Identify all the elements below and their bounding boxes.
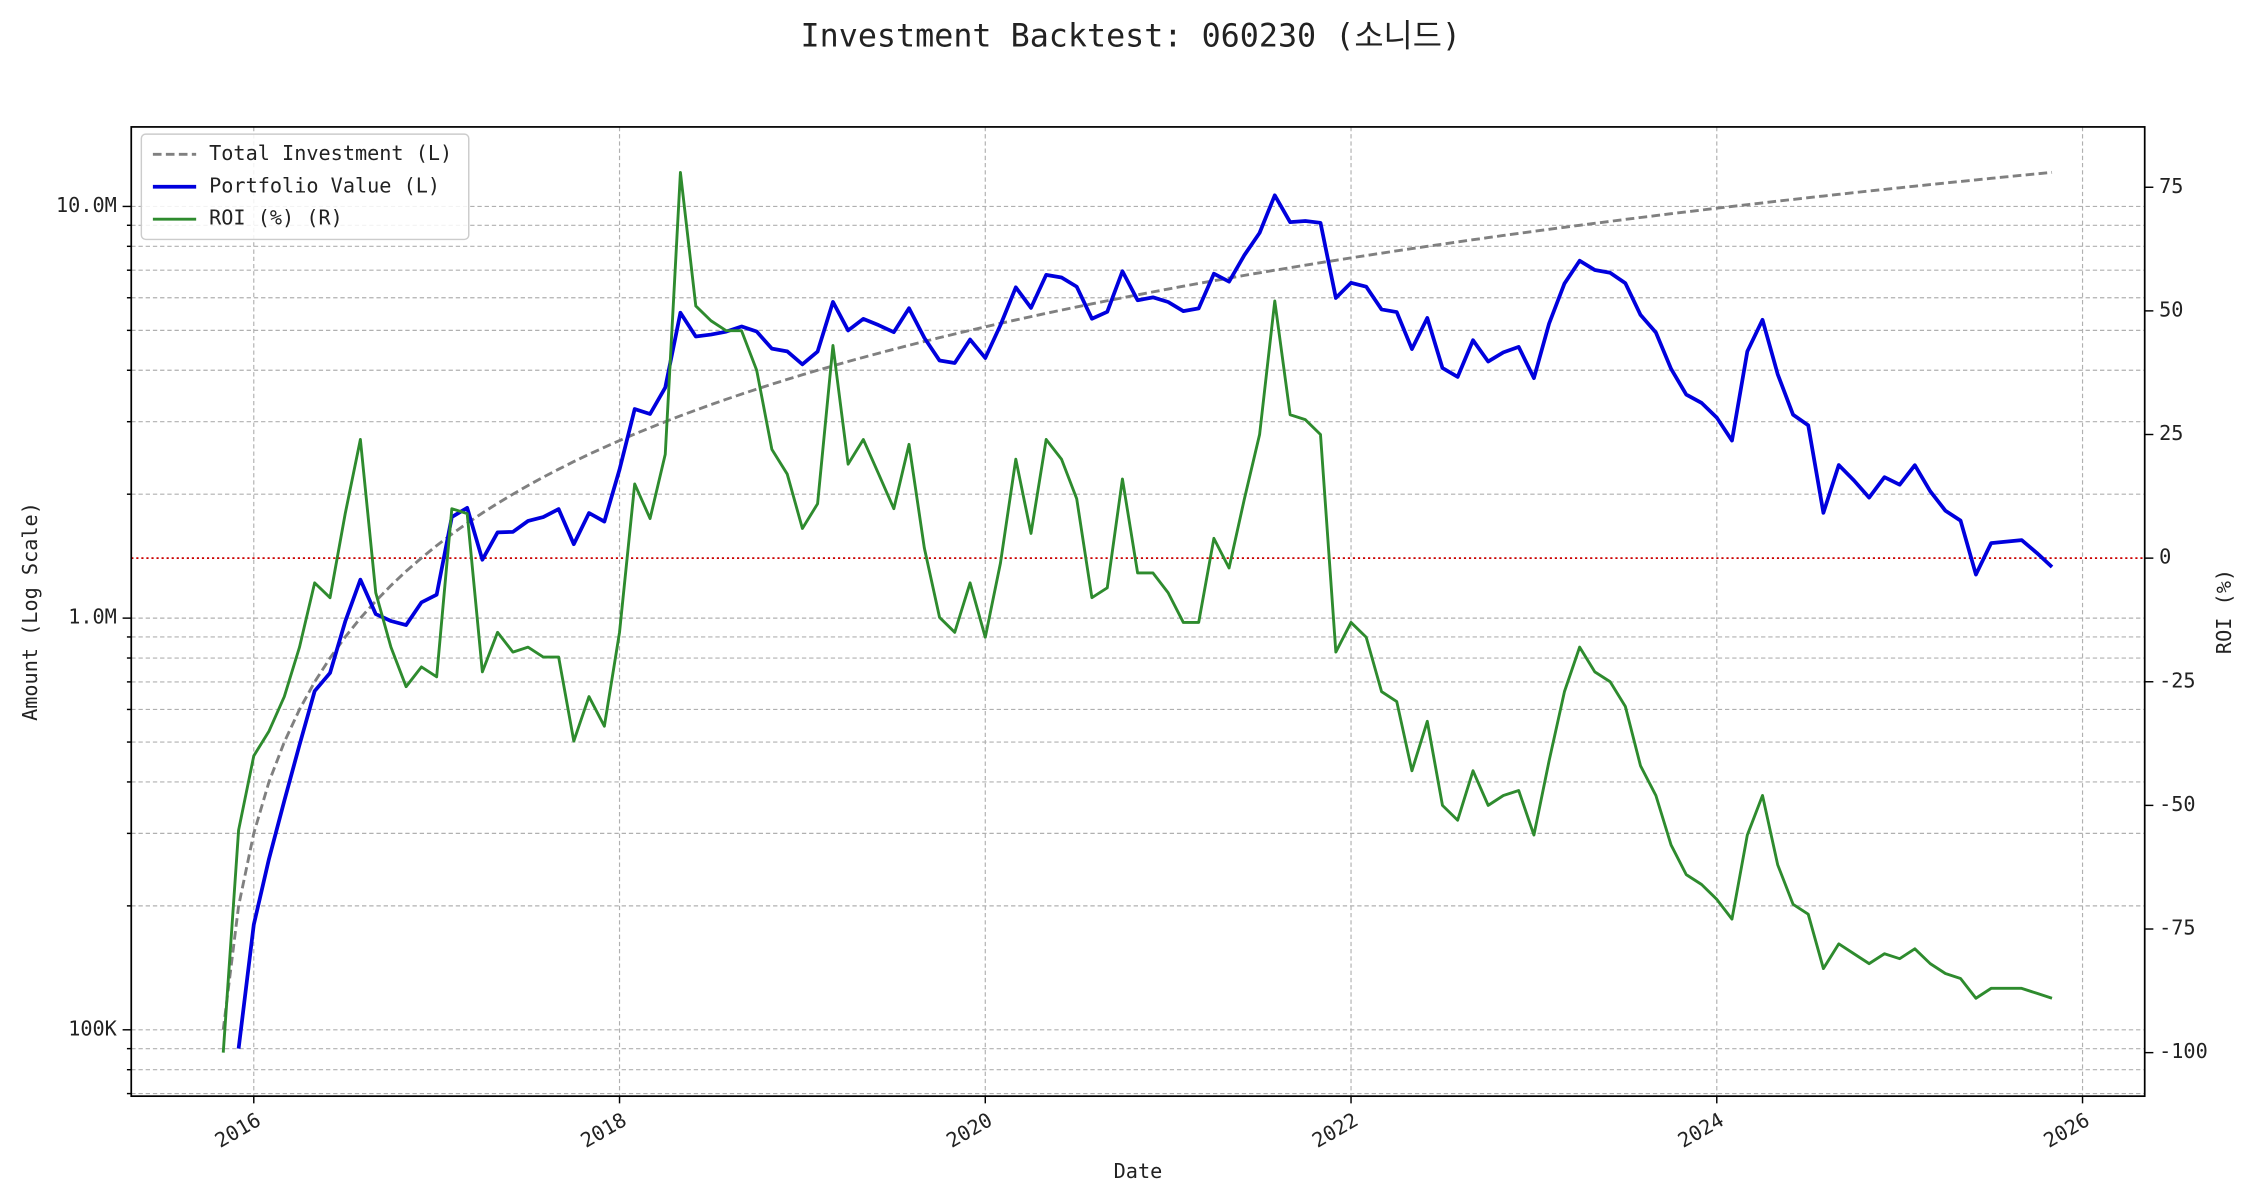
y-axis-label: Amount (Log Scale) [18,502,42,721]
legend: Total Investment (L) Portfolio Value (L) R… [140,133,470,241]
y2-axis-label: ROI (%) [2212,569,2236,654]
series-line [236,193,2054,1049]
legend-box [140,133,470,241]
y-tick-label: 10.0M [56,193,117,217]
y2-tick-label: -50 [2159,792,2195,816]
y2-tick-label: 25 [2159,421,2183,445]
y2-tick-label: -100 [2159,1039,2208,1063]
legend-label: Total Investment (L) [209,141,452,165]
series-line [221,170,2053,1053]
grid [131,126,2145,1097]
legend-label: Portfolio Value (L) [209,173,440,197]
chart-title: Investment Backtest: 060230 (소니드) [801,19,1461,55]
x-axis-label: Date [1114,1159,1163,1183]
y2-tick-label: 50 [2159,297,2183,321]
y-tick-label: 100K [68,1016,117,1040]
y2-tick-label: 75 [2159,174,2183,198]
plot-area [131,170,2145,1053]
y-tick-label: 1.0M [68,605,117,629]
series-line [221,170,2053,1030]
axes: 2016 2018 2020 2022 2024 2026100K1.0M10.0M-10… [56,174,2208,1153]
plot-frame [130,126,2146,1098]
legend-label: ROI (%) (R) [209,206,343,230]
y2-tick-label: 0 [2159,545,2171,569]
y2-tick-label: -25 [2159,668,2195,692]
y2-tick-label: -75 [2159,916,2195,940]
